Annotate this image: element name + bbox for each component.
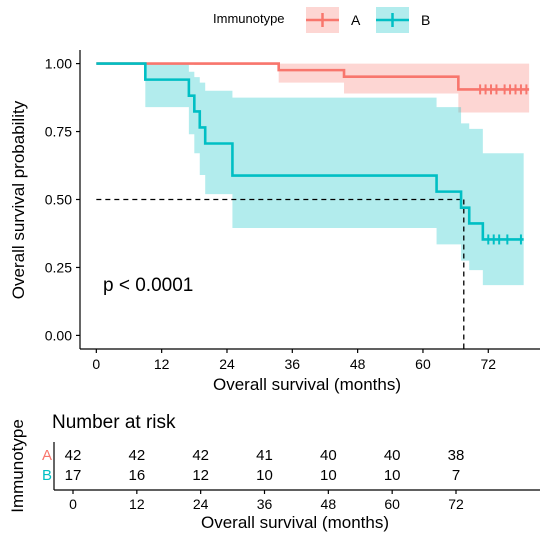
survival-curve-b [96, 62, 524, 241]
risk-x-tick-label: 48 [321, 496, 337, 512]
risk-cell-a: 41 [256, 447, 273, 464]
risk-cell-a: 40 [384, 447, 401, 464]
p-value-annotation: p < 0.0001 [103, 275, 193, 296]
survival-curves [96, 62, 530, 241]
risk-x-tick-label: 0 [69, 496, 77, 512]
x-tick-label: 0 [92, 356, 100, 372]
y-tick-label: 0.50 [45, 192, 72, 208]
x-tick-label: 24 [219, 356, 235, 372]
x-ticks: 0 12 24 36 48 60 72 [92, 349, 496, 372]
censor-marks [479, 84, 528, 245]
risk-table-title: Number at risk [52, 412, 176, 433]
legend-label-a: A [351, 12, 361, 28]
risk-cell-b: 16 [128, 467, 145, 484]
median-reference-lines [96, 198, 465, 349]
legend-label-b: B [421, 12, 430, 28]
risk-x-ticks: 0 12 24 36 48 60 72 [69, 490, 464, 512]
y-axis-title: Overall survival probability [9, 100, 28, 299]
risk-x-tick-label: 72 [448, 496, 464, 512]
risk-table-y-title: Immunotype [8, 419, 27, 513]
risk-x-tick-label: 24 [193, 496, 209, 512]
risk-x-tick-label: 60 [384, 496, 400, 512]
risk-cell-a: 40 [320, 447, 337, 464]
y-tick-label: 1.00 [45, 56, 72, 72]
risk-cell-a: 42 [192, 447, 209, 464]
legend-key-a [306, 7, 339, 33]
risk-table: Number at risk Immunotype A B 42 42 42 41 40… [8, 412, 540, 532]
risk-cell-a: 42 [128, 447, 145, 464]
x-tick-label: 36 [285, 356, 301, 372]
risk-cell-b: 10 [256, 467, 273, 484]
x-tick-label: 12 [154, 356, 170, 372]
x-axis-title: Overall survival (months) [213, 375, 401, 394]
risk-table-cells: 42 42 42 41 40 40 38 17 16 12 10 10 10 7 [65, 447, 465, 484]
risk-cell-b: 17 [65, 467, 82, 484]
y-tick-label: 0.00 [45, 327, 72, 343]
x-tick-label: 60 [415, 356, 431, 372]
risk-cell-a: 38 [448, 447, 465, 464]
risk-x-tick-label: 36 [257, 496, 273, 512]
risk-row-label-b: B [42, 467, 52, 484]
x-tick-label: 48 [350, 356, 366, 372]
risk-cell-b: 7 [452, 467, 460, 484]
risk-cell-a: 42 [65, 447, 82, 464]
survival-plot: 0.00 0.25 0.50 0.75 1.00 0 12 24 36 48 60 72 p < 0… [9, 50, 540, 394]
risk-row-label-a: A [42, 447, 52, 464]
risk-x-axis-title: Overall survival (months) [201, 513, 389, 532]
risk-x-tick-label: 12 [129, 496, 145, 512]
y-tick-label: 0.25 [45, 259, 72, 275]
legend-key-b [376, 7, 409, 33]
risk-cell-b: 12 [192, 467, 209, 484]
y-tick-label: 0.75 [45, 124, 72, 140]
y-ticks: 0.00 0.25 0.50 0.75 1.00 [45, 56, 80, 343]
survival-curve-a [96, 62, 530, 91]
legend: Immunotype A B [213, 7, 430, 33]
risk-cell-b: 10 [320, 467, 337, 484]
risk-cell-b: 10 [384, 467, 401, 484]
x-tick-label: 72 [480, 356, 496, 372]
legend-title: Immunotype [213, 11, 285, 26]
